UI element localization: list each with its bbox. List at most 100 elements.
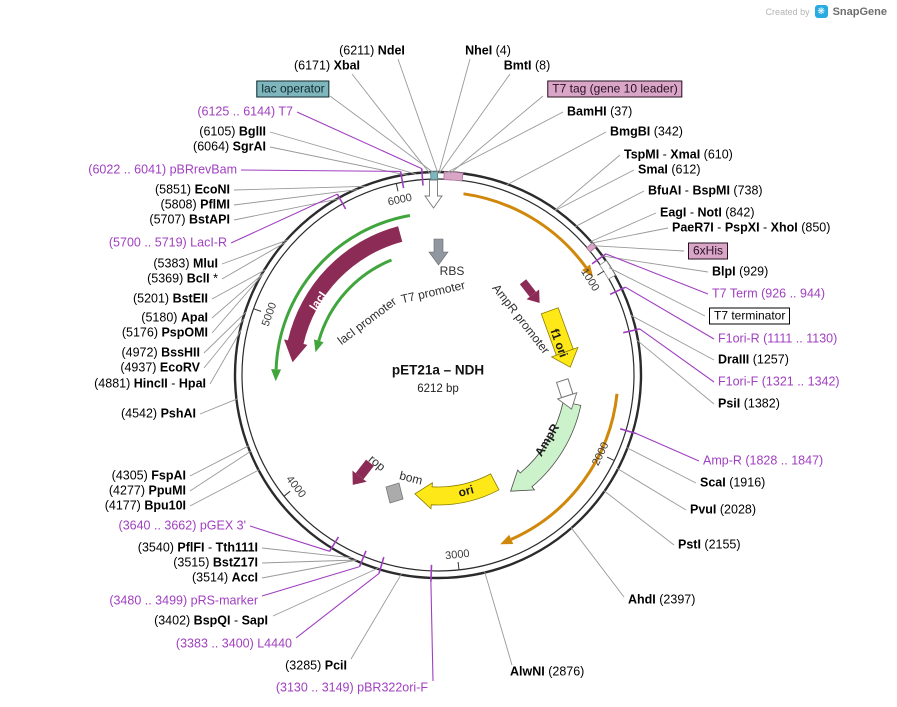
primer-label-pgex3[interactable]: (3640 .. 3662) pGEX 3' (119, 519, 246, 534)
primer-tick-pgex3[interactable] (328, 536, 340, 552)
snapgene-credit: Created by ❋ SnapGene (766, 5, 887, 18)
primer-label-prs-marker[interactable]: (3480 .. 3499) pRS-marker (109, 594, 258, 609)
bom-feature-shape[interactable] (385, 482, 404, 504)
enzyme-label-pspomi[interactable]: (5176) PspOMI (122, 326, 208, 341)
primer-label-pbr322ori-f[interactable]: (3130 .. 3149) pBR322ori-F (276, 681, 428, 696)
primer-tick-t7-term[interactable] (591, 253, 607, 265)
primer-label-f1ori-f[interactable]: F1ori-F (1321 .. 1342) (718, 375, 840, 390)
enzyme-label-hincii-hpai[interactable]: (4881) HincII - HpaI (94, 377, 206, 392)
enzyme-label-alwni[interactable]: AlwNI (2876) (510, 665, 584, 680)
feature-label-6xhis[interactable]: 6xHis (688, 242, 729, 260)
ampr-gene-arrow[interactable] (510, 401, 582, 492)
enzyme-label-pflfi-tth111i[interactable]: (3540) PflFI - Tth111I (138, 541, 258, 556)
orf-arc-green-inner (317, 258, 393, 342)
t7-promoter-arrow[interactable] (424, 179, 443, 209)
enzyme-label-bcli[interactable]: (5369) BclI * (147, 272, 218, 287)
enzyme-label-apai[interactable]: (5180) ApaI (141, 311, 208, 326)
label-text: BssHII (161, 345, 200, 360)
leader-line-lac-operator (329, 95, 435, 174)
primer-label-t7-term[interactable]: T7 Term (926 .. 944) (712, 287, 825, 302)
feature-segment-t7-tag[interactable] (443, 171, 464, 182)
primer-tick-pbr322ori-f[interactable] (430, 564, 433, 582)
primer-tick-amp-r[interactable] (619, 428, 637, 435)
primer-label-pbrrevbam[interactable]: (6022 .. 6041) pBRrevBam (88, 163, 237, 178)
feature-label-lac-operator[interactable]: lac operator (256, 80, 330, 98)
label-text: (4177) (104, 498, 145, 513)
enzyme-label-pflmi[interactable]: (5808) PflMI (161, 198, 230, 213)
enzyme-label-ndei[interactable]: (6211) NdeI (339, 44, 405, 59)
enzyme-label-ppumi[interactable]: (4277) PpuMI (109, 484, 186, 499)
rop-gene-arrow[interactable] (346, 457, 377, 490)
primer-tick-f1ori-r[interactable] (609, 286, 626, 296)
primer-label-amp-r[interactable]: Amp-R (1828 .. 1847) (703, 454, 823, 469)
primer-tick-t7-primer[interactable] (420, 168, 424, 186)
enzyme-label-blpi[interactable]: BlpI (929) (712, 265, 768, 280)
label-text: (3285) (285, 658, 325, 673)
enzyme-label-psii[interactable]: PsiI (1382) (718, 397, 780, 412)
enzyme-label-bpu10i[interactable]: (4177) Bpu10I (105, 499, 186, 514)
leader-line-econi (233, 185, 366, 191)
enzyme-label-acci[interactable]: (3514) AccI (192, 571, 258, 586)
primer-tick-f1ori-f[interactable] (623, 328, 640, 334)
enzyme-label-bglii[interactable]: (6105) BglII (199, 125, 266, 140)
enzyme-label-bmgbi[interactable]: BmgBI (342) (610, 125, 683, 140)
enzyme-label-tspmi-xmai[interactable]: TspMI - XmaI (610) (624, 148, 733, 163)
enzyme-label-eagi-noti[interactable]: EagI - NotI (842) (660, 206, 754, 221)
ori-arrow[interactable] (414, 473, 500, 510)
enzyme-label-mlui[interactable]: (5383) MluI (153, 257, 218, 272)
signal-arrow-white[interactable] (553, 377, 581, 412)
leader-line-ecorv (203, 318, 245, 369)
enzyme-label-ahdi[interactable]: AhdI (2397) (628, 593, 695, 608)
enzyme-label-pvui[interactable]: PvuI (2028) (690, 503, 756, 518)
label-text: TspMI (624, 147, 660, 162)
enzyme-label-bstapi[interactable]: (5707) BstAPI (149, 213, 230, 228)
enzyme-label-psti[interactable]: PstI (2155) (678, 538, 741, 553)
enzyme-label-fspai[interactable]: (4305) FspAI (112, 469, 186, 484)
orf-arc-green-outer (274, 214, 411, 370)
primer-label-f1ori-r[interactable]: F1ori-R (1111 .. 1130) (718, 332, 837, 347)
enzyme-label-bfuai-bspmi[interactable]: BfuAI - BspMI (738) (648, 184, 763, 199)
map-feature-label-rbs: RBS (440, 264, 465, 278)
label-text: NdeI (377, 43, 405, 58)
enzyme-label-pshai[interactable]: (4542) PshAI (121, 407, 196, 422)
enzyme-label-smai[interactable]: SmaI (612) (638, 163, 701, 178)
enzyme-label-scai[interactable]: ScaI (1916) (700, 476, 765, 491)
enzyme-label-paer7i-pspxi-xhoi[interactable]: PaeR7I - PspXI - XhoI (850) (672, 221, 830, 236)
feature-label-t7-terminator[interactable]: T7 terminator (709, 307, 791, 325)
label-text: F1ori-R (1111 .. 1130) (718, 331, 838, 346)
label-text: (3383 .. 3400) L4440 (175, 636, 292, 651)
enzyme-label-bmti[interactable]: BmtI (8) (504, 59, 551, 74)
primer-label-t7-primer[interactable]: (6125 .. 6144) T7 (197, 105, 293, 120)
label-text: - (167, 376, 179, 391)
enzyme-label-draiii[interactable]: DraIII (1257) (718, 353, 789, 368)
enzyme-label-sgrai[interactable]: (6064) SgrAI (193, 140, 266, 155)
primer-tick-pbrrevbam[interactable] (399, 171, 405, 189)
laci-gene-arrow[interactable] (284, 226, 403, 363)
rbs-arrow[interactable] (428, 238, 449, 266)
orf-arc-orange-top-arrowhead-icon (582, 264, 594, 278)
primer-label-l4440[interactable]: (3383 .. 3400) L4440 (176, 637, 292, 652)
label-text: BstZ17I (212, 555, 258, 570)
feature-label-t7-tag[interactable]: T7 tag (gene 10 leader) (547, 80, 683, 98)
ampr-promoter-arrow[interactable] (517, 277, 546, 308)
enzyme-label-ecorv[interactable]: (4937) EcoRV (120, 361, 200, 376)
primer-label-laci-r[interactable]: (5700 .. 5719) LacI-R (109, 236, 227, 251)
primer-tick-l4440[interactable] (378, 556, 385, 574)
leader-line-smai (554, 169, 635, 211)
enzyme-label-bsshii[interactable]: (4972) BssHII (121, 346, 200, 361)
primer-tick-prs-marker[interactable] (358, 550, 367, 567)
enzyme-label-bspqi-sapi[interactable]: (3402) BspQI - SapI (154, 614, 268, 629)
enzyme-label-xbai[interactable]: (6171) XbaI (294, 59, 360, 74)
enzyme-label-econi[interactable]: (5851) EcoNI (155, 183, 230, 198)
enzyme-label-bsteii[interactable]: (5201) BstEII (133, 292, 208, 307)
feature-segment-t7-terminator[interactable] (599, 260, 616, 280)
feature-segment-6xhis[interactable] (585, 242, 597, 253)
label-text: (3130 .. 3149) pBR322ori-F (275, 680, 428, 695)
f1-ori-arrow[interactable] (537, 306, 584, 372)
enzyme-label-nhei[interactable]: NheI (4) (465, 44, 511, 59)
enzyme-label-bamhi[interactable]: BamHI (37) (567, 105, 632, 120)
enzyme-label-pcii[interactable]: (3285) PciI (285, 659, 347, 674)
enzyme-label-bstz17i[interactable]: (3515) BstZ17I (173, 556, 258, 571)
leader-line-bstapi (233, 198, 340, 221)
primer-tick-laci-r[interactable] (336, 193, 347, 210)
